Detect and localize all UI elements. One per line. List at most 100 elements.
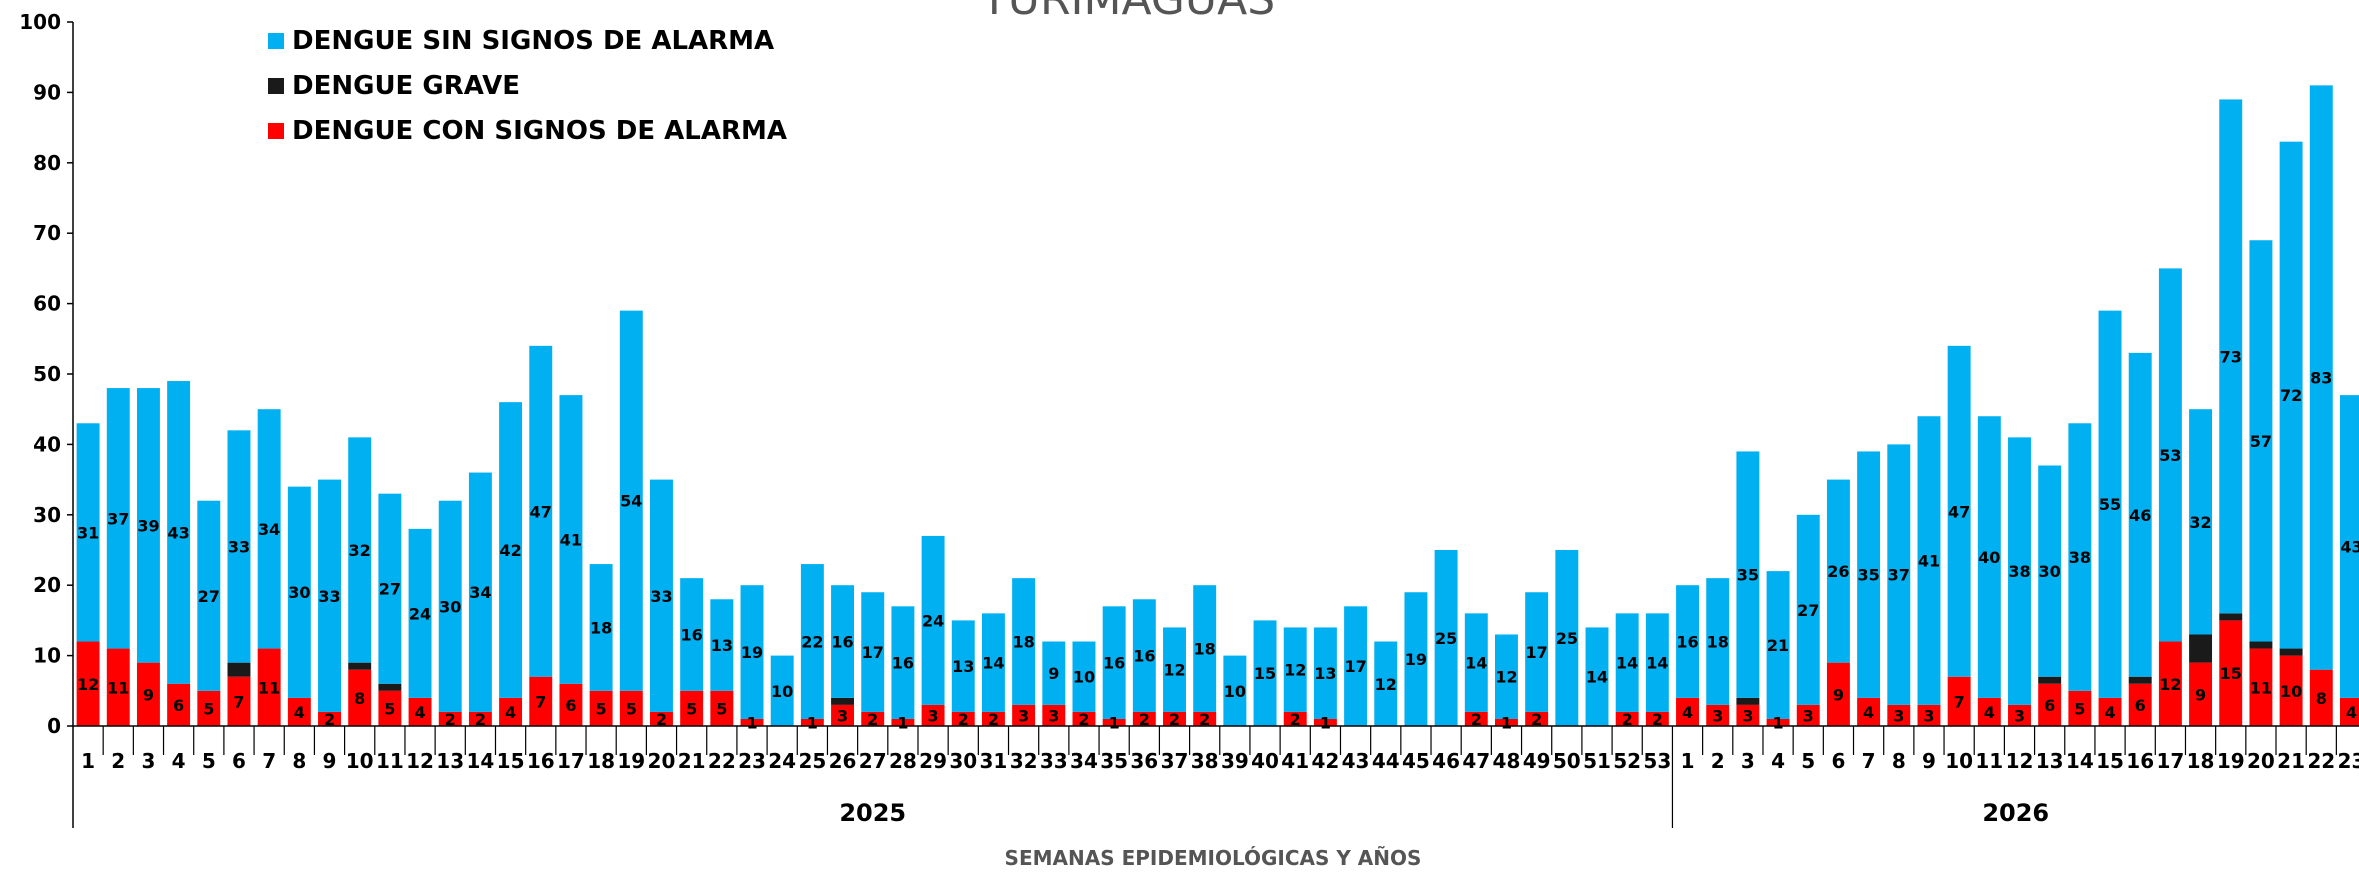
bar-con-signos-2026-w2	[1706, 704, 1730, 726]
label-con-signos-2025-w19: 5	[626, 699, 637, 718]
bar-sin-signos-2026-w17	[2158, 268, 2182, 642]
bar-sin-signos-2025-w13	[438, 500, 462, 712]
label-sin-signos-2025-w7: 34	[258, 520, 280, 539]
label-sin-signos-2025-w50: 25	[1556, 629, 1578, 648]
label-sin-signos-2025-w43: 17	[1344, 657, 1366, 676]
x-tick-label-2025-w19: 19	[617, 749, 645, 773]
x-tick-label-2026-w7: 7	[1862, 749, 1876, 773]
label-con-signos-2025-w26: 3	[837, 706, 848, 725]
x-tick-label-2025-w2: 2	[111, 749, 125, 773]
x-tick-label-2025-w42: 42	[1311, 749, 1339, 773]
label-sin-signos-2025-w12: 24	[409, 604, 431, 623]
y-tick-label: 100	[19, 10, 61, 34]
bar-grave-2026-w19	[2219, 613, 2243, 621]
x-tick-label-2025-w45: 45	[1402, 749, 1430, 773]
label-con-signos-2026-w15: 4	[2104, 703, 2115, 722]
label-sin-signos-2025-w29: 24	[922, 611, 944, 630]
bar-con-signos-2025-w2	[106, 648, 130, 726]
label-sin-signos-2025-w32: 18	[1012, 633, 1034, 652]
bar-sin-signos-2025-w41	[1283, 627, 1307, 712]
x-tick-label-2025-w1: 1	[81, 749, 95, 773]
bar-con-signos-2025-w7	[257, 648, 281, 726]
bar-sin-signos-2025-w44	[1374, 641, 1398, 726]
x-tick-label-2026-w4: 4	[1771, 749, 1785, 773]
bar-con-signos-2025-w20	[650, 711, 673, 726]
bar-con-signos-2025-w47	[1464, 711, 1488, 726]
bar-sin-signos-2026-w1	[1676, 585, 1700, 698]
bar-sin-signos-2025-w42	[1313, 627, 1337, 719]
x-tick-label-2025-w44: 44	[1372, 749, 1400, 773]
label-sin-signos-2025-w52: 14	[1616, 654, 1638, 673]
x-tick-label-2025-w20: 20	[648, 749, 676, 773]
label-sin-signos-2025-w23: 19	[741, 643, 763, 662]
x-axis: 1 2 3 4 5 6 7 8 9 10 11 12 13 14 15 16 17 18 19 20 21 22 23 24 2…	[72, 725, 2359, 828]
x-tick-label-2025-w47: 47	[1462, 749, 1490, 773]
bar-con-signos-2025-w5	[197, 690, 221, 726]
label-con-signos-2026-w12: 3	[2014, 706, 2025, 725]
label-sin-signos-2025-w44: 12	[1375, 675, 1397, 694]
bar-sin-signos-2025-w5	[197, 500, 221, 691]
x-tick-label-2025-w7: 7	[262, 749, 276, 773]
bar-con-signos-2026-w12	[2008, 704, 2031, 726]
label-con-signos-2025-w18: 5	[596, 699, 607, 718]
bar-sin-signos-2025-w1	[76, 423, 100, 642]
label-sin-signos-2025-w37: 12	[1163, 661, 1185, 680]
label-con-signos-2025-w37: 2	[1169, 710, 1180, 729]
label-con-signos-2026-w14: 5	[2074, 699, 2085, 718]
label-con-signos-2026-w23: 4	[2346, 703, 2357, 722]
label-con-signos-2026-w3: 3	[1742, 706, 1753, 725]
bar-sin-signos-2025-w20	[650, 479, 673, 712]
bar-con-signos-2025-w52	[1615, 711, 1639, 726]
x-tick-label-2025-w29: 29	[919, 749, 947, 773]
bar-con-signos-2025-w31	[981, 711, 1005, 726]
x-tick-label-2026-w18: 18	[2187, 749, 2215, 773]
label-con-signos-2025-w33: 3	[1048, 706, 1059, 725]
bar-sin-signos-2025-w39	[1223, 655, 1247, 726]
label-sin-signos-2025-w27: 17	[862, 643, 884, 662]
x-tick-label-2025-w33: 33	[1040, 749, 1068, 773]
label-sin-signos-2025-w41: 12	[1284, 661, 1306, 680]
label-con-signos-2026-w16: 6	[2135, 696, 2146, 715]
bar-con-signos-2025-w36	[1132, 711, 1156, 726]
bar-grave-2026-w21	[2279, 648, 2303, 656]
label-sin-signos-2025-w38: 18	[1194, 640, 1216, 659]
bar-grave-2026-w3	[1736, 697, 1760, 705]
bar-grave-2025-w26	[831, 697, 855, 705]
x-tick-label-2025-w3: 3	[141, 749, 155, 773]
label-sin-signos-2026-w19: 73	[2220, 347, 2242, 366]
bar-sin-signos-2025-w49	[1525, 592, 1549, 712]
label-con-signos-2026-w22: 8	[2316, 689, 2327, 708]
label-con-signos-2025-w28: 1	[897, 713, 908, 732]
bar-con-signos-2026-w7	[1857, 697, 1881, 726]
x-tick-label-2025-w25: 25	[798, 749, 826, 773]
x-tick-label-2025-w40: 40	[1251, 749, 1279, 773]
x-tick-label-2026-w12: 12	[2006, 749, 2034, 773]
bar-sin-signos-2025-w27	[861, 592, 885, 712]
label-con-signos-2025-w10: 8	[354, 689, 365, 708]
y-tick-label: 40	[33, 432, 61, 456]
label-sin-signos-2026-w21: 72	[2280, 386, 2302, 405]
label-sin-signos-2026-w2: 18	[1707, 633, 1729, 652]
bar-sin-signos-2026-w4	[1766, 571, 1790, 719]
label-con-signos-2025-w2: 11	[107, 678, 129, 697]
bar-con-signos-2026-w22	[2309, 669, 2333, 726]
bar-con-signos-2025-w8	[287, 697, 311, 726]
bar-sin-signos-2026-w7	[1857, 451, 1881, 698]
x-tick-label-2025-w17: 17	[557, 749, 585, 773]
y-tick-label: 0	[47, 714, 61, 738]
label-con-signos-2025-w47: 2	[1471, 710, 1482, 729]
label-con-signos-2025-w14: 2	[475, 710, 486, 729]
label-sin-signos-2025-w30: 13	[952, 657, 974, 676]
label-con-signos-2025-w48: 1	[1501, 713, 1512, 732]
x-tick-label-2025-w24: 24	[768, 749, 796, 773]
bar-con-signos-2025-w6	[227, 676, 251, 726]
label-con-signos-2025-w15: 4	[505, 703, 516, 722]
bar-sin-signos-2026-w19	[2219, 99, 2243, 614]
y-tick-label: 50	[33, 362, 61, 386]
label-con-signos-2026-w5: 3	[1803, 706, 1814, 725]
bar-sin-signos-2026-w16	[2128, 352, 2152, 677]
label-sin-signos-2025-w4: 43	[167, 523, 189, 542]
bar-sin-signos-2025-w9	[318, 479, 341, 712]
x-tick-label-2025-w35: 35	[1100, 749, 1128, 773]
